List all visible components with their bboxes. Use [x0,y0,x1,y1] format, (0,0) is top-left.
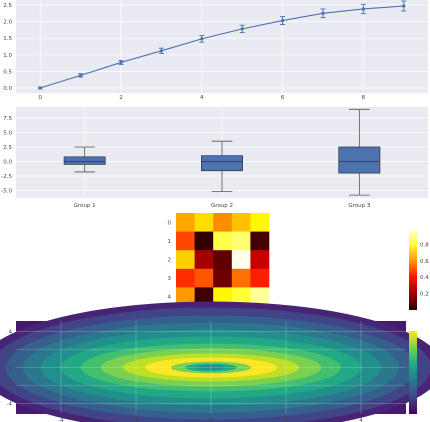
plot4-y-tick-label: -2 [7,383,12,389]
plot3-row-label: 3 [168,276,172,282]
plot2-y-tick-label: 2.5 [3,145,12,151]
plot2-y-tick-label: 0.0 [3,159,12,165]
plot1-background [16,0,428,93]
plot3-heatmap-cell [250,213,270,232]
plot3-heatmap-cell [194,231,214,251]
plot3-heatmap-cell [176,287,195,307]
plot3-heatmap-cell [250,287,270,307]
plot3-heatmap-cell [213,268,233,288]
plot1-data-point [280,18,285,23]
plot4-x-tick-label: 4 [359,418,363,422]
plot2-category-label: Group 3 [348,203,370,209]
plot1-y-tick-label: 2.5 [3,3,12,9]
plot2-y-tick-label: 5.0 [3,131,12,137]
plot2-category-label: Group 1 [74,203,96,209]
plot3-heatmap-cell [231,268,251,288]
plot1-y-tick-label: 1.5 [3,36,12,42]
plot3-heatmap-cell [194,213,214,232]
plot2-box [201,155,243,172]
plot3-heatmap-cell [231,231,251,251]
plot2-y-tick-label: -2.5 [1,174,12,180]
plot3-row-label: 1 [168,239,172,245]
plot1-y-tick-label: 0.5 [3,69,12,75]
plot1-x-tick-label: 8 [362,95,366,101]
plot4-y-tick-label: 0 [9,366,13,372]
plot1-data-point [119,60,123,65]
plot4-x-tick-label: -4 [58,418,64,422]
plot4-x-tick-label: 2 [284,418,288,422]
plot3-heatmap-cell [231,213,251,232]
plot3-colorbar-tick-label: 0.8 [420,242,429,248]
plot2-category-label: Group 2 [211,203,233,209]
plot1-data-point [240,27,244,31]
plot3-heatmap-cell [213,213,233,232]
plot1-y-tick-label: 1.0 [3,53,12,59]
plot3-heatmap-cell [231,287,251,307]
plot4-y-tick-label: 2 [9,348,13,354]
plot2-box [338,146,381,174]
plot3-heatmap-cell [213,231,233,251]
plot1-x-tick-label: 4 [200,95,204,101]
plot1-y-tick-label: 0.0 [3,86,12,92]
plot3-heatmap-cell [176,231,195,251]
plot1-data-point [159,49,164,53]
plot3-heatmap-cell [250,268,270,288]
plot3-heatmap-cell [176,250,195,270]
plot4-x-tick-label: -2 [133,418,138,422]
plot4-colorbar [409,331,417,414]
plot4-y-tick-label: 4 [9,330,13,336]
plot1-data-point [402,4,406,8]
plot4-x-tick-label: 0 [209,418,213,422]
plot3-heatmap-cell [194,250,214,270]
plot3-row-label: 2 [168,258,172,264]
plot3-heatmap-cell [231,250,251,270]
plot1-x-tick-label: 2 [119,95,123,101]
plot3-heatmap-cell [250,250,270,270]
plot2-box [63,156,106,165]
plot3-heatmap-cell [194,268,214,288]
plot1-data-point [38,86,42,90]
plot1-x-tick-label: 6 [281,95,285,101]
plot1-y-tick-label: 2.0 [3,20,12,26]
plot3-heatmap-cell [250,231,270,251]
plot3-colorbar-tick-label: 0.2 [420,292,429,298]
plot4-contour-band [197,365,225,370]
plot3-row-label: 4 [168,295,172,301]
plot1-data-point [200,37,204,41]
plot3-colorbar [409,228,417,310]
plot1-x-tick-label: 0 [38,95,42,101]
plot4-y-tick-label: -4 [7,401,13,407]
plot1-data-point [79,73,83,77]
plot3-colorbar-tick-label: 0.4 [420,275,429,281]
plot3-row-label: 0 [168,220,172,226]
plot2-y-tick-label: -5.0 [1,188,12,194]
plot2-y-tick-label: 7.5 [3,116,12,122]
plot3-heatmap-cell [176,213,195,232]
plot1-series-line [40,5,404,89]
plot3-heatmap-cell [213,250,233,270]
plot1-data-point [361,7,365,11]
plot3-heatmap-cell [176,268,195,288]
plot1-data-point [321,11,325,15]
plot3-colorbar-tick-label: 0.6 [420,259,429,265]
